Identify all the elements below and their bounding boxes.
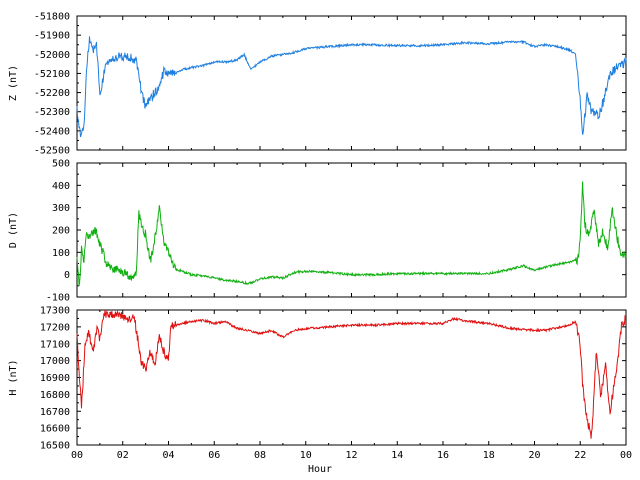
y-tick-label: -52400	[34, 126, 70, 137]
y-tick-label: 100	[52, 248, 70, 259]
y-tick-label: 400	[52, 181, 70, 192]
y-tick-label: -52300	[34, 107, 70, 118]
panel-h: 16500 16600 16700 16800 16900 17000 17100 17200…	[8, 306, 632, 462]
y-tick-label: 16600	[40, 424, 70, 435]
x-tick-label: 22	[574, 450, 586, 461]
y-tick-label: 16900	[40, 373, 70, 384]
y-tick-label: -100	[46, 293, 70, 304]
y-tick-label: 17200	[40, 322, 70, 333]
x-tick-label: 00	[620, 450, 632, 461]
x-tick-label: 18	[483, 450, 495, 461]
panel-z: -51800 -51900 -52000 -52100 -52200 -52300 -524…	[8, 12, 627, 157]
series-line-z	[76, 36, 627, 138]
y-tick-label: -52100	[34, 69, 70, 80]
y-tick-label: 16800	[40, 390, 70, 401]
x-tick-label: 14	[391, 450, 403, 461]
y-tick-label: 500	[52, 159, 70, 170]
panel-frame	[76, 162, 627, 298]
y-axis-label: H (nT)	[8, 359, 19, 395]
y-tick-label: 300	[52, 203, 70, 214]
y-tick-label: -52500	[34, 146, 70, 157]
y-axis-label: Z (nT)	[8, 65, 19, 101]
y-tick-label: 17000	[40, 356, 70, 367]
panel-frame	[76, 309, 627, 446]
x-tick-label: 12	[345, 450, 357, 461]
x-tick-label: 16	[437, 450, 449, 461]
y-tick-label: -52200	[34, 88, 70, 99]
x-axis-label: Hour	[308, 464, 332, 475]
y-tick-label: 16700	[40, 407, 70, 418]
panels: -51800 -51900 -52000 -52100 -52200 -52300 -524…	[8, 12, 632, 462]
x-tick-label: 04	[162, 450, 174, 461]
y-tick-label: -51900	[34, 31, 70, 42]
series-line-h	[76, 309, 627, 439]
x-tick-label: 00	[71, 450, 83, 461]
x-tick-label: 10	[300, 450, 312, 461]
panel-frame	[76, 15, 627, 151]
y-tick-label: -52000	[34, 50, 70, 61]
series-line-d	[76, 181, 627, 287]
y-tick-label: 200	[52, 226, 70, 237]
y-tick-label: 17300	[40, 306, 70, 317]
y-tick-label: 0	[64, 270, 70, 281]
y-tick-label: 16500	[40, 441, 70, 452]
x-tick-label: 02	[117, 450, 129, 461]
panel-d: -100 0 100 200 300 400 500 D (nT)	[8, 159, 627, 304]
y-axis-label: D (nT)	[8, 212, 19, 248]
y-tick-label: -51800	[34, 12, 70, 23]
x-tick-label: 20	[528, 450, 540, 461]
x-tick-label: 08	[254, 450, 266, 461]
x-tick-label: 06	[208, 450, 220, 461]
y-tick-label: 17100	[40, 339, 70, 350]
